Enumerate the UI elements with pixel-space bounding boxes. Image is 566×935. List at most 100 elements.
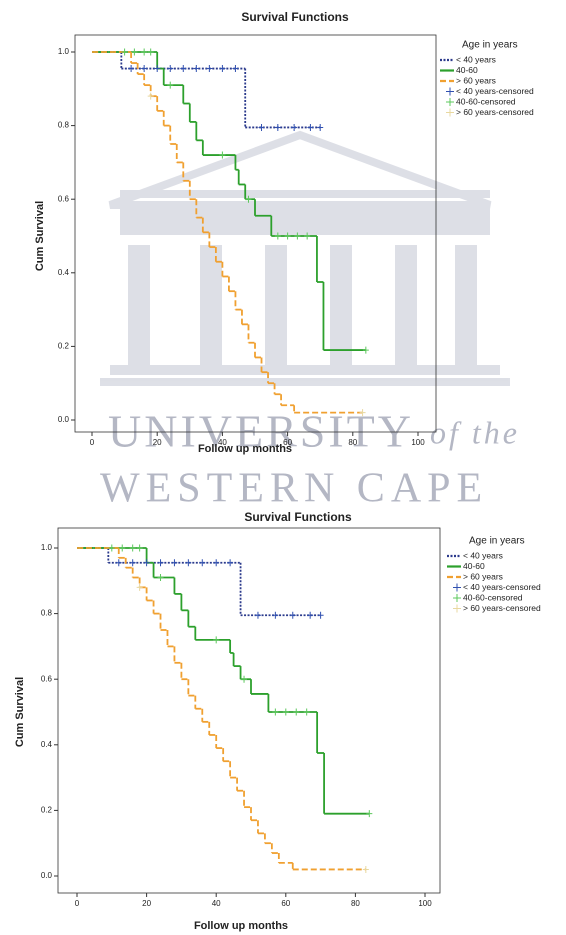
censor-mark	[293, 709, 299, 716]
censor-mark	[109, 545, 115, 552]
x-tick-label: 40	[212, 899, 221, 908]
censor-mark	[307, 124, 313, 131]
censor-mark	[158, 574, 164, 581]
legend-label: < 40 years	[463, 550, 503, 560]
censor-mark	[141, 65, 147, 72]
legend-swatch	[453, 584, 461, 592]
censor-mark	[291, 124, 297, 131]
y-axis-label: Cum Survival	[14, 677, 26, 747]
legend-label: > 60 years	[463, 571, 503, 581]
censor-mark	[180, 65, 186, 72]
censor-mark	[199, 559, 205, 566]
x-axis-label: Follow up months	[198, 443, 292, 455]
watermark-building	[100, 135, 510, 386]
censor-mark	[154, 65, 160, 72]
censor-mark	[363, 866, 369, 873]
censor-mark	[130, 559, 136, 566]
watermark-text: of the	[430, 414, 520, 450]
page: UNIVERSITY of the WESTERN CAPE Survival …	[0, 0, 566, 935]
censor-mark	[158, 559, 164, 566]
censor-mark	[275, 124, 281, 131]
censor-mark	[227, 559, 233, 566]
y-tick-label: 0.8	[41, 609, 53, 618]
censor-mark	[119, 545, 125, 552]
censor-mark	[213, 636, 219, 643]
censor-mark	[206, 65, 212, 72]
censor-mark	[366, 810, 372, 817]
y-tick-label: 0.0	[58, 415, 70, 424]
y-tick-label: 0.4	[41, 740, 53, 749]
censor-mark	[137, 584, 143, 591]
censor-mark	[304, 709, 310, 716]
y-tick-label: 1.0	[41, 543, 53, 552]
x-tick-label: 60	[281, 899, 290, 908]
censor-mark	[272, 709, 278, 716]
legend-swatch	[453, 605, 461, 613]
chart-title: Survival Functions	[241, 10, 349, 24]
x-tick-label: 100	[418, 899, 432, 908]
y-tick-label: 0.8	[58, 121, 70, 130]
chart-title: Survival Functions	[244, 510, 352, 524]
censor-mark	[219, 152, 225, 159]
censor-mark	[167, 82, 173, 89]
censor-mark	[141, 49, 147, 56]
censor-mark	[232, 65, 238, 72]
x-tick-label: 20	[153, 438, 162, 447]
censor-mark	[259, 124, 265, 131]
censor-mark	[317, 124, 323, 131]
x-tick-label: 80	[351, 899, 360, 908]
legend-title: Age in years	[469, 536, 525, 547]
plot-frame	[58, 528, 440, 893]
x-tick-label: 0	[75, 899, 80, 908]
y-tick-label: 0.6	[41, 674, 53, 683]
legend-label: 40-60-censored	[463, 592, 523, 602]
y-tick-label: 0.6	[58, 194, 70, 203]
y-axis-label: Cum Survival	[34, 201, 46, 271]
watermark-text: WESTERN CAPE	[100, 466, 488, 512]
censor-mark	[130, 545, 136, 552]
x-tick-label: 20	[142, 899, 151, 908]
censor-mark	[122, 49, 128, 56]
legend-label: > 60 years	[456, 75, 496, 85]
legend-title: Age in years	[462, 40, 518, 51]
legend-label: 40-60-censored	[456, 96, 516, 106]
censor-mark	[307, 612, 313, 619]
y-tick-label: 0.0	[41, 871, 53, 880]
censor-mark	[272, 612, 278, 619]
y-tick-label: 1.0	[58, 47, 70, 56]
x-tick-label: 100	[411, 438, 425, 447]
legend-label: 40-60	[463, 561, 485, 571]
censor-mark	[137, 545, 143, 552]
legend-swatch	[446, 88, 454, 96]
censor-mark	[219, 65, 225, 72]
legend-swatch	[446, 109, 454, 117]
censor-mark	[193, 65, 199, 72]
censor-mark	[131, 49, 137, 56]
censor-mark	[363, 347, 369, 354]
legend-label: 40-60	[456, 65, 478, 75]
censor-mark	[290, 612, 296, 619]
legend-label: < 40 years-censored	[456, 86, 534, 96]
censor-mark	[283, 709, 289, 716]
x-axis-label: Follow up months	[194, 920, 288, 932]
censor-mark	[241, 676, 247, 683]
censor-mark	[148, 49, 154, 56]
censor-mark	[185, 559, 191, 566]
censor-mark	[255, 612, 261, 619]
legend-label: < 40 years-censored	[463, 582, 541, 592]
legend-label: > 60 years-censored	[463, 603, 541, 613]
y-tick-label: 0.2	[58, 342, 70, 351]
legend-label: < 40 years	[456, 54, 496, 64]
x-tick-label: 80	[348, 438, 357, 447]
y-tick-label: 0.2	[41, 806, 53, 815]
y-tick-label: 0.4	[58, 268, 70, 277]
censor-mark	[213, 559, 219, 566]
censor-mark	[148, 93, 154, 100]
legend-swatch	[446, 98, 454, 106]
censor-mark	[116, 559, 122, 566]
x-tick-label: 60	[283, 438, 292, 447]
legend-swatch	[453, 594, 461, 602]
x-tick-label: 40	[218, 438, 227, 447]
x-tick-label: 0	[90, 438, 95, 447]
censor-mark	[167, 65, 173, 72]
